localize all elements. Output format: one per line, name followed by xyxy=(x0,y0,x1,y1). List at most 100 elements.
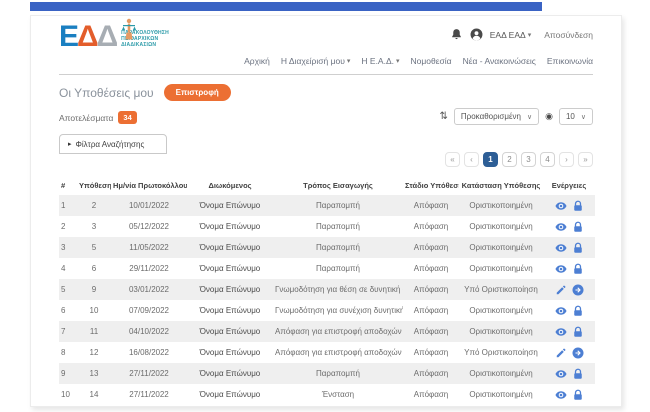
cell-date: 10/01/2022 xyxy=(128,201,170,210)
cell-date: 05/12/2022 xyxy=(128,222,170,231)
nav-item-0[interactable]: Αρχική xyxy=(244,56,270,66)
eye-icon[interactable] xyxy=(555,221,567,233)
pagination-page-2[interactable]: 2 xyxy=(502,152,517,167)
cell-stage: Απόφαση xyxy=(413,369,449,378)
cell-status: Οριστικοποιημένη xyxy=(469,390,533,399)
table-row: 7 11 04/10/2022 Όνομα Επώνυμο Απόφαση για επ… xyxy=(59,321,595,342)
cell-date: 11/05/2022 xyxy=(129,243,169,252)
pagination-next[interactable]: › xyxy=(559,152,574,167)
lock-icon[interactable] xyxy=(572,242,584,254)
table-row: 2 3 05/12/2022 Όνομα Επώνυμο Παραπομπή Απόφασ… xyxy=(59,216,595,237)
cell-num: 7 xyxy=(61,327,66,336)
cell-status: Οριστικοποιημένη xyxy=(469,264,533,273)
nav-item-5[interactable]: Επικοινωνία xyxy=(546,56,593,66)
logo-letter: Ε xyxy=(59,20,79,53)
cell-num: 4 xyxy=(61,264,66,273)
column-header: Ημ/νία Πρωτοκόλλου xyxy=(113,181,187,190)
lock-icon[interactable] xyxy=(572,305,584,317)
cell-date: 29/11/2022 xyxy=(129,264,169,273)
nav-item-4[interactable]: Νέα - Ανακοινώσεις xyxy=(462,56,536,66)
arrow-circle-icon[interactable] xyxy=(572,347,584,359)
cell-stage: Απόφαση xyxy=(413,327,449,336)
nav-item-1[interactable]: Η Διαχείρισή μου ▾ xyxy=(280,56,351,66)
eye-icon[interactable] xyxy=(555,368,567,380)
bell-icon[interactable] xyxy=(450,28,463,41)
account-menu[interactable]: ΕΑΔ ΕΑΔ ▾ xyxy=(490,30,531,40)
cell-entry: Παραπομπή xyxy=(315,222,360,231)
cell-defendant: Όνομα Επώνυμο xyxy=(199,222,261,231)
lock-icon[interactable] xyxy=(572,200,584,212)
logo-letter: Δ xyxy=(96,20,119,53)
cell-actions xyxy=(543,321,595,342)
pagination-prev[interactable]: ‹ xyxy=(464,152,479,167)
cell-status: Οριστικοποιημένη xyxy=(469,243,533,252)
sort-select-value: Προκαθορισμένη xyxy=(460,112,521,121)
chevron-down-icon: ∨ xyxy=(580,113,586,121)
cell-defendant: Όνομα Επώνυμο xyxy=(199,348,261,357)
cell-case: 2 xyxy=(91,201,97,210)
eye-icon[interactable] xyxy=(555,242,567,254)
pagination-page-1[interactable]: 1 xyxy=(483,152,498,167)
table-header-row: # Υπόθεση Ημ/νία Πρωτοκόλλου Διωκόμενος Τρόπ… xyxy=(59,176,595,195)
results-label: Αποτελέσματα xyxy=(59,112,114,123)
cell-status: Υπό Οριστικοποίηση xyxy=(464,285,538,294)
lock-icon[interactable] xyxy=(572,389,584,401)
pencil-icon[interactable] xyxy=(555,284,567,296)
back-button[interactable]: Επιστροφή xyxy=(163,84,231,101)
cell-status: Οριστικοποιημένη xyxy=(469,369,533,378)
title-row: Οι Υποθέσεις μου Επιστροφή xyxy=(59,84,231,101)
cell-date: 07/09/2022 xyxy=(128,306,170,315)
eye-icon[interactable] xyxy=(555,263,567,275)
lock-icon[interactable] xyxy=(572,263,584,275)
eye-icon[interactable] xyxy=(555,326,567,338)
cell-status: Οριστικοποιημένη xyxy=(469,327,533,336)
logout-link[interactable]: Αποσύνδεση xyxy=(544,29,593,40)
cell-actions xyxy=(543,237,595,258)
sort-icon[interactable]: ⇅ xyxy=(439,111,448,122)
lock-icon[interactable] xyxy=(572,368,584,380)
nav-item-3[interactable]: Νομοθεσία xyxy=(410,56,452,66)
lock-icon[interactable] xyxy=(572,326,584,338)
pencil-icon[interactable] xyxy=(555,347,567,359)
main-nav: Αρχική Η Διαχείρισή μου ▾ Η Ε.Α.Δ. ▾ Νομοθεσί… xyxy=(244,56,593,66)
table-row: 10 14 27/11/2022 Όνομα Επώνυμο Ένσταση Απόφασ… xyxy=(59,384,595,405)
table-row: 6 10 07/09/2022 Όνομα Επώνυμο Γνωμοδότηση γι… xyxy=(59,300,595,321)
pagination-page-4[interactable]: 4 xyxy=(540,152,555,167)
search-filters-tab[interactable]: ▸ Φίλτρα Αναζήτησης xyxy=(59,134,167,154)
eye-icon[interactable] xyxy=(555,200,567,212)
pagination-page-3[interactable]: 3 xyxy=(521,152,536,167)
cell-entry: Παραπομπή xyxy=(315,369,360,378)
lock-icon[interactable] xyxy=(572,221,584,233)
eye-icon[interactable] xyxy=(555,389,567,401)
top-accent-bar xyxy=(30,2,542,11)
rows-per-page-icon: ◉ xyxy=(545,111,553,121)
column-header: # xyxy=(61,181,66,190)
cell-actions xyxy=(543,384,595,405)
logo-subtitle-line: ΠΕΙΘΑΡΧΙΚΩΝ xyxy=(121,36,159,42)
cell-status: Οριστικοποιημένη xyxy=(469,222,533,231)
cell-entry: Γνωμοδότηση για συνέχιση δυνητικής αργία… xyxy=(275,306,403,315)
cell-case: 12 xyxy=(89,348,99,357)
cell-entry: Ένσταση xyxy=(321,390,355,399)
logo-letters: Ε Δ Δ xyxy=(59,20,119,53)
eye-icon[interactable] xyxy=(555,305,567,317)
pagination-first[interactable]: « xyxy=(445,152,460,167)
cell-entry: Γνωμοδότηση για θέση σε δυνητική αργία xyxy=(275,285,403,294)
arrow-circle-icon[interactable] xyxy=(572,284,584,296)
pagination-last[interactable]: » xyxy=(578,152,593,167)
avatar-icon[interactable] xyxy=(470,28,483,41)
list-controls: ⇅ Προκαθορισμένη ∨ ◉ 10 ∨ xyxy=(439,108,593,125)
page-size-select[interactable]: 10 ∨ xyxy=(558,108,593,125)
cell-num: 8 xyxy=(61,348,66,357)
column-header: Ενέργειες xyxy=(551,181,587,190)
nav-item-2[interactable]: Η Ε.Α.Δ. ▾ xyxy=(361,56,400,66)
cell-num: 6 xyxy=(61,306,66,315)
cell-num: 10 xyxy=(61,390,70,399)
justice-figure-icon xyxy=(121,18,137,45)
cell-num: 9 xyxy=(61,369,66,378)
sort-select[interactable]: Προκαθορισμένη ∨ xyxy=(453,108,540,125)
app-logo[interactable]: Ε Δ Δ ΠΑΡΑΚΟΛΟΥΘΗΣΗ ΠΕΙΘΑΡΧΙΚΩΝ ΔΙΑΔΙΚΑΣ… xyxy=(59,18,169,53)
cell-defendant: Όνομα Επώνυμο xyxy=(199,390,261,399)
header-divider xyxy=(59,74,593,75)
